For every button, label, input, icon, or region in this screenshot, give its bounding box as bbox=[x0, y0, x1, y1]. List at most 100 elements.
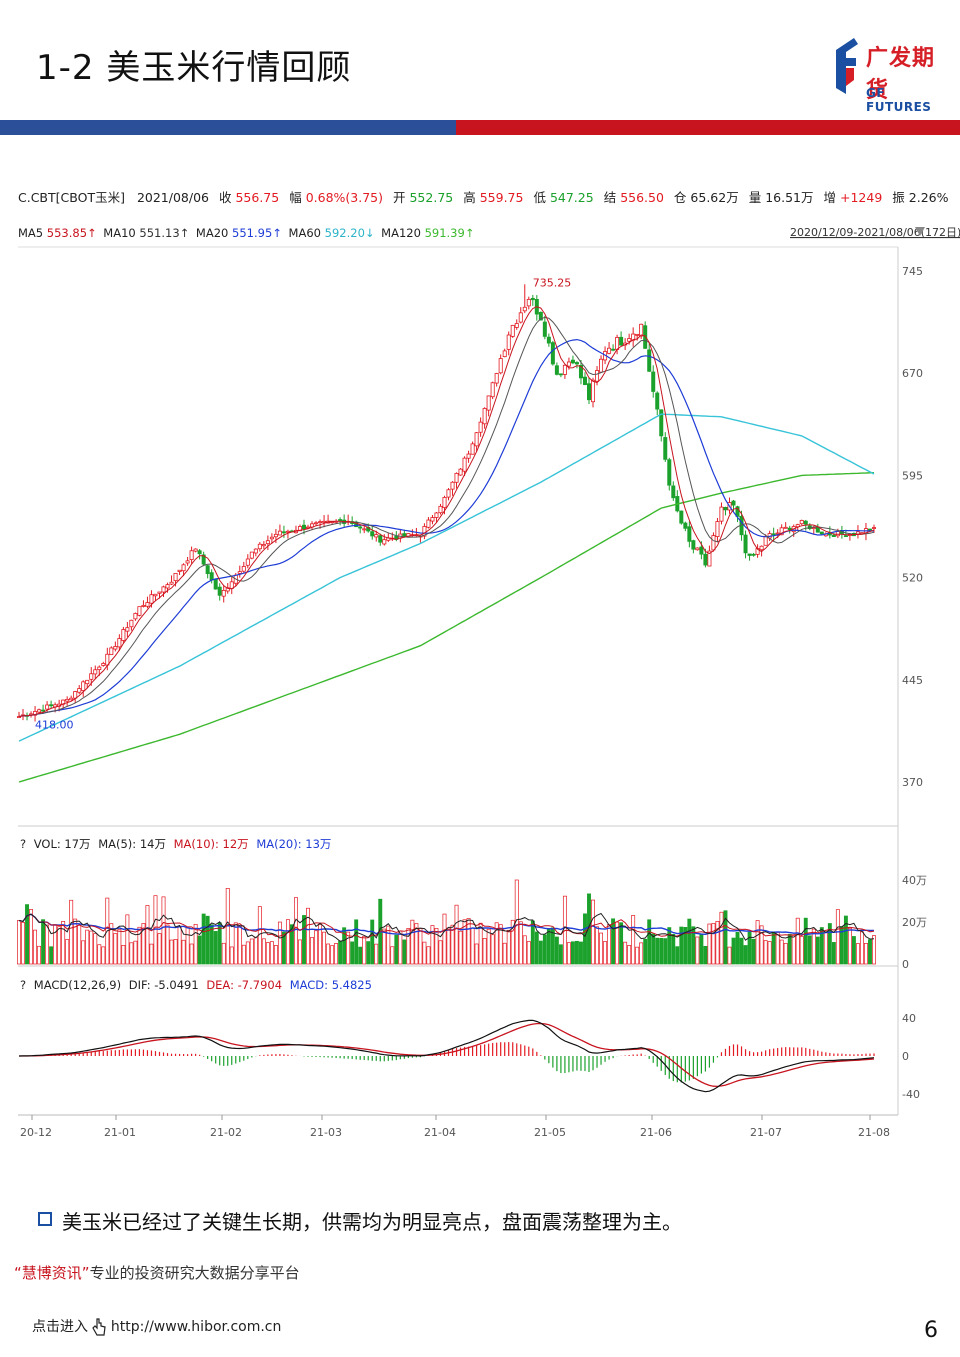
volume-bar bbox=[627, 945, 632, 965]
volume-bar bbox=[281, 931, 286, 965]
volume-bar bbox=[803, 917, 808, 965]
candle-body bbox=[185, 560, 190, 564]
price-tick-label: 595 bbox=[902, 469, 923, 482]
volume-bar bbox=[655, 937, 660, 965]
candle-body bbox=[639, 323, 644, 337]
volume-bar bbox=[354, 919, 359, 965]
volume-bar bbox=[193, 923, 198, 965]
volume-bar bbox=[414, 923, 419, 965]
candle-body bbox=[213, 579, 218, 590]
ma10-value: 551.13↑ bbox=[139, 226, 189, 240]
volume-bar bbox=[402, 939, 407, 965]
macd-tick-label: 40 bbox=[902, 1012, 916, 1025]
volume-bar bbox=[197, 935, 202, 965]
volume-bar bbox=[783, 942, 788, 965]
volume-bar bbox=[326, 943, 331, 965]
volume-bar bbox=[490, 934, 495, 965]
volume-bar bbox=[599, 932, 603, 965]
volume-bar bbox=[205, 915, 210, 965]
brand-quote-open: “ bbox=[14, 1264, 22, 1282]
volume-bar bbox=[699, 933, 704, 965]
candle-body bbox=[149, 594, 154, 604]
info-chg-label: 幅 bbox=[289, 190, 302, 205]
volume-bar bbox=[53, 924, 58, 965]
candle-body bbox=[77, 688, 82, 693]
candle-body bbox=[783, 526, 788, 529]
volume-bar bbox=[366, 941, 371, 965]
volume-bar bbox=[298, 939, 302, 965]
candle-body bbox=[81, 681, 86, 691]
candle-body bbox=[815, 527, 820, 533]
candle-body bbox=[779, 527, 784, 536]
volume-bar bbox=[314, 930, 318, 965]
volume-bar bbox=[390, 946, 395, 965]
candle-body bbox=[699, 546, 704, 555]
volume-bar bbox=[125, 914, 130, 965]
volume-bar bbox=[430, 925, 435, 965]
volume-bar bbox=[518, 921, 523, 965]
candle-body bbox=[558, 373, 563, 376]
volume-bar bbox=[691, 926, 696, 965]
volume-bar bbox=[550, 927, 555, 965]
candle-body bbox=[647, 349, 652, 372]
volume-bar bbox=[161, 896, 166, 965]
candle-body bbox=[358, 526, 363, 529]
volume-bar bbox=[290, 924, 294, 965]
candle-body bbox=[787, 527, 792, 531]
candle-body bbox=[747, 553, 752, 556]
volume-bar bbox=[631, 915, 636, 965]
candle-body bbox=[635, 333, 640, 336]
candle-body bbox=[101, 663, 106, 666]
candle-body bbox=[430, 517, 435, 522]
volume-bar bbox=[382, 928, 387, 965]
price-tick-label: 520 bbox=[902, 572, 923, 585]
candle-body bbox=[799, 520, 804, 525]
volume-bar bbox=[386, 925, 391, 965]
volume-bar bbox=[735, 931, 740, 965]
candle-body bbox=[402, 533, 407, 537]
candle-body bbox=[607, 347, 612, 354]
volume-bar bbox=[639, 942, 644, 965]
volume-tick-label: 20万 bbox=[902, 916, 927, 929]
volume-bar bbox=[872, 935, 876, 965]
candle-body bbox=[855, 531, 860, 535]
volume-bar bbox=[542, 934, 547, 965]
volume-bar bbox=[346, 931, 351, 965]
vol-ma5-label: MA(5): 14万 bbox=[98, 837, 166, 851]
info-date: 2021/08/06 bbox=[137, 190, 209, 205]
range-dropdown-icon[interactable] bbox=[915, 227, 925, 236]
volume-bar bbox=[719, 911, 724, 965]
candle-body bbox=[671, 485, 676, 499]
candle-body bbox=[241, 566, 246, 572]
candle-body bbox=[85, 679, 90, 685]
candle-body bbox=[137, 606, 142, 616]
volume-bar bbox=[137, 926, 142, 965]
candle-body bbox=[89, 673, 94, 680]
volume-bar bbox=[727, 946, 732, 965]
volume-bar bbox=[398, 930, 403, 965]
candle-body bbox=[197, 550, 202, 555]
volume-bar bbox=[302, 915, 306, 965]
candle-body bbox=[655, 392, 660, 410]
volume-bar bbox=[707, 923, 712, 965]
logo-text-en: GF FUTURES bbox=[866, 86, 932, 114]
volume-bar bbox=[494, 922, 499, 965]
info-oi: 65.62万 bbox=[690, 190, 738, 205]
volume-bar bbox=[767, 941, 772, 965]
candle-body bbox=[374, 534, 379, 538]
volume-bar bbox=[671, 934, 676, 965]
ma60-line bbox=[18, 413, 875, 742]
candle-body bbox=[193, 548, 198, 552]
volume-bar bbox=[687, 918, 692, 965]
footer-link[interactable]: 点击进入 http://www.hibor.com.cn bbox=[32, 1316, 281, 1336]
info-amp: 2.26% bbox=[909, 190, 949, 205]
volume-bar bbox=[285, 919, 290, 965]
candle-body bbox=[743, 534, 748, 554]
candle-body bbox=[422, 526, 427, 537]
volume-bar bbox=[466, 918, 471, 965]
volume-bar bbox=[607, 924, 612, 965]
volume-bar bbox=[723, 910, 728, 965]
candle-body bbox=[382, 539, 387, 545]
volume-bar bbox=[422, 941, 427, 965]
x-tick-label: 20-12 bbox=[20, 1126, 52, 1139]
